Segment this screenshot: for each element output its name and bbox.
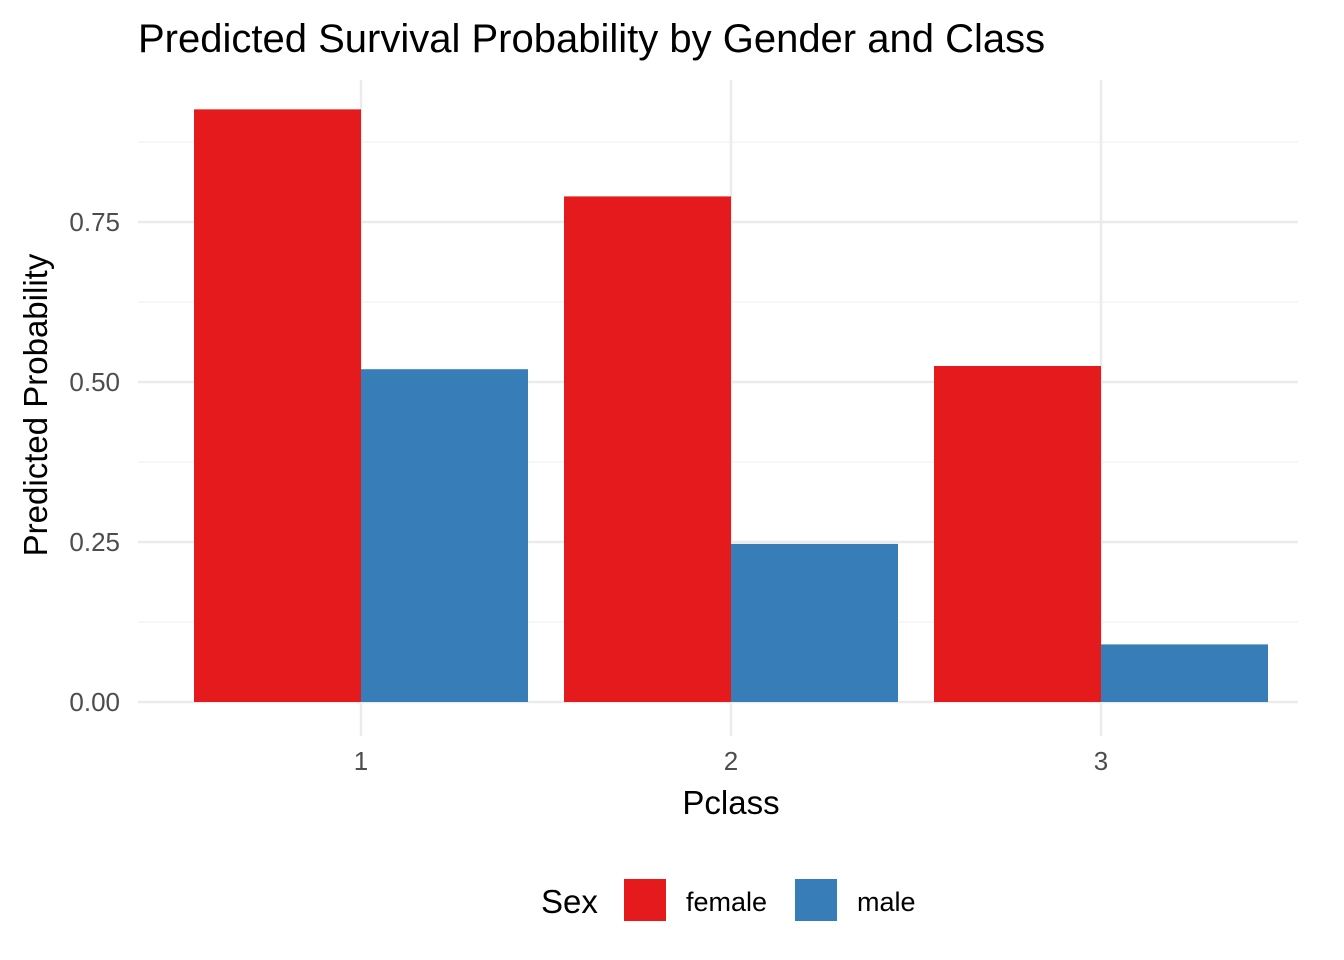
chart-title: Predicted Survival Probability by Gender… — [138, 17, 1045, 61]
bar-male-3 — [1101, 644, 1268, 702]
bar-male-1 — [361, 369, 528, 702]
y-tick-label: 0.50 — [69, 367, 120, 397]
legend-title: Sex — [541, 883, 598, 920]
bars — [194, 109, 1268, 703]
x-tick-label: 3 — [1094, 746, 1108, 776]
legend: Sex female male — [541, 879, 916, 921]
y-tick-label: 0.00 — [69, 687, 120, 717]
bar-male-2 — [731, 543, 898, 702]
bar-female-1 — [194, 109, 361, 703]
bar-female-3 — [934, 366, 1101, 702]
x-tick-label: 2 — [724, 746, 738, 776]
bar-female-2 — [564, 196, 731, 702]
x-axis-title: Pclass — [682, 784, 779, 821]
y-tick-label: 0.25 — [69, 527, 120, 557]
y-tick-label: 0.75 — [69, 207, 120, 237]
legend-label-male: male — [857, 887, 916, 917]
x-tick-label: 1 — [354, 746, 368, 776]
x-axis-ticks: 1 2 3 — [354, 746, 1108, 776]
legend-label-female: female — [686, 887, 767, 917]
legend-key-male — [795, 879, 837, 921]
legend-key-female — [624, 879, 666, 921]
y-axis-ticks: 0.00 0.25 0.50 0.75 — [69, 207, 120, 717]
y-axis-title: Predicted Probability — [17, 253, 54, 556]
